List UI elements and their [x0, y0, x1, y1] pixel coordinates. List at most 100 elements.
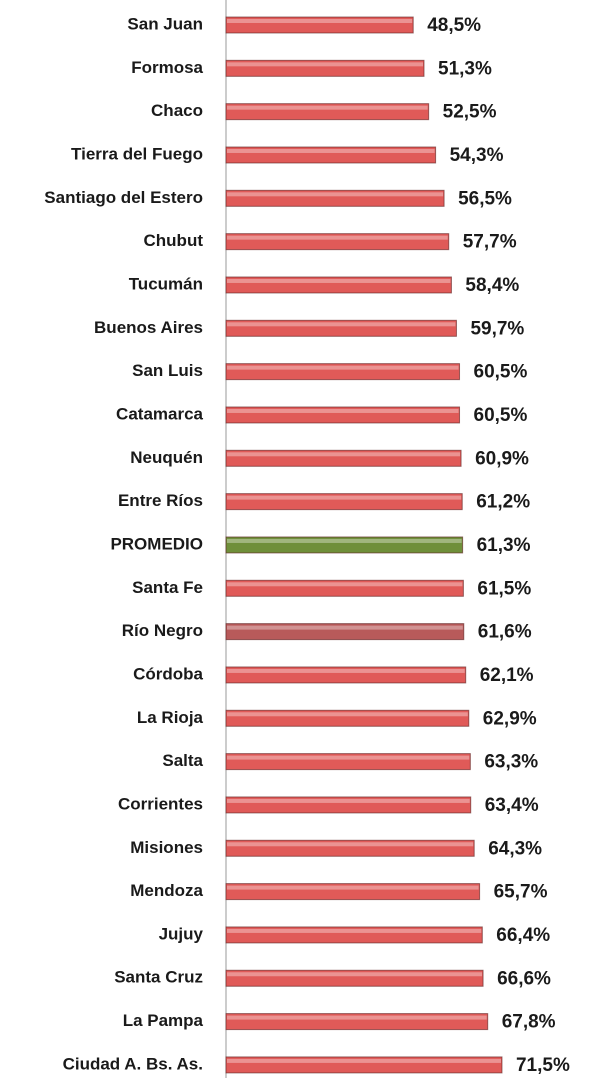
bar-highlight: [227, 278, 451, 283]
value-label: 58,4%: [465, 275, 519, 296]
category-label: Chubut: [144, 231, 204, 250]
category-label: Buenos Aires: [94, 318, 203, 337]
value-label: 62,9%: [483, 708, 537, 729]
bar-highlight: [227, 582, 463, 587]
category-label: Santa Cruz: [114, 968, 203, 987]
category-label: Mendoza: [130, 881, 203, 900]
bar-highlight: [227, 712, 468, 717]
value-label: 61,3%: [477, 535, 531, 556]
bar: [225, 709, 470, 727]
bar-highlight: [227, 842, 474, 847]
bar-highlight: [227, 625, 463, 630]
bar-highlight: [227, 885, 479, 890]
bar: [225, 883, 481, 901]
bar: [225, 623, 465, 641]
bar: [225, 926, 483, 944]
bar: [225, 449, 462, 467]
bar-highlight: [227, 452, 461, 457]
value-label: 51,3%: [438, 58, 492, 79]
value-label: 66,6%: [497, 968, 551, 989]
value-label: 59,7%: [470, 318, 524, 339]
bar-highlight: [227, 798, 470, 803]
bar-highlight: [227, 192, 444, 197]
bar: [225, 666, 467, 684]
bar-highlight: [227, 928, 482, 933]
category-label: La Rioja: [137, 708, 204, 727]
bar: [225, 969, 484, 987]
bar-highlight: [227, 235, 448, 240]
category-label: Jujuy: [159, 924, 204, 943]
value-label: 57,7%: [463, 232, 517, 253]
bar: [225, 146, 437, 164]
bar: [225, 189, 445, 207]
value-label: 61,5%: [477, 578, 531, 599]
bar-highlight: [227, 1058, 501, 1063]
value-label: 66,4%: [496, 925, 550, 946]
value-label: 48,5%: [427, 15, 481, 36]
bar: [225, 753, 471, 771]
category-label: Misiones: [130, 838, 203, 857]
bar-highlight: [227, 365, 459, 370]
bar-highlight: [227, 19, 413, 23]
value-label: 60,9%: [475, 448, 529, 469]
bar: [225, 103, 430, 121]
bar: [225, 579, 464, 597]
category-label: Santiago del Estero: [44, 188, 203, 207]
bar-highlight: [227, 148, 435, 153]
bar: [225, 233, 450, 251]
value-label: 63,4%: [485, 795, 539, 816]
category-label: Río Negro: [122, 621, 203, 640]
value-label: 54,3%: [450, 145, 504, 166]
category-label: San Juan: [127, 14, 203, 33]
bar-highlight: [227, 972, 483, 977]
bar-highlight: [227, 668, 465, 673]
bar-highlight: [227, 62, 424, 67]
category-label: Entre Ríos: [118, 491, 203, 510]
category-label: Formosa: [131, 58, 203, 77]
bar-highlight: [227, 322, 456, 327]
value-label: 65,7%: [494, 882, 548, 903]
bar: [225, 493, 463, 511]
category-label: Neuquén: [130, 448, 203, 467]
bar: [225, 16, 414, 34]
bar: [225, 276, 452, 294]
bar-highlight: [227, 408, 459, 413]
category-label: Córdoba: [133, 664, 203, 683]
bar: [225, 536, 464, 554]
value-label: 64,3%: [488, 838, 542, 859]
category-label: La Pampa: [123, 1011, 204, 1030]
category-label: PROMEDIO: [110, 534, 203, 553]
category-label: Tucumán: [129, 274, 203, 293]
bar: [225, 1056, 503, 1074]
value-label: 52,5%: [443, 102, 497, 123]
bar: [225, 59, 425, 77]
category-label: Chaco: [151, 101, 203, 120]
value-label: 71,5%: [516, 1055, 570, 1076]
value-label: 60,5%: [474, 362, 528, 383]
value-label: 67,8%: [502, 1012, 556, 1033]
category-label: Santa Fe: [132, 578, 203, 597]
value-label: 61,2%: [476, 492, 530, 513]
category-label: Salta: [162, 751, 203, 770]
bar-highlight: [227, 1015, 487, 1020]
value-label: 56,5%: [458, 188, 512, 209]
category-label: Corrientes: [118, 794, 203, 813]
bar-highlight: [227, 105, 428, 110]
category-label: Ciudad A. Bs. As.: [63, 1054, 203, 1073]
bar: [225, 363, 461, 381]
value-label: 60,5%: [474, 405, 528, 426]
value-label: 61,6%: [478, 622, 532, 643]
category-label: San Luis: [132, 361, 203, 380]
bar: [225, 796, 472, 814]
category-label: Catamarca: [116, 404, 203, 423]
value-label: 62,1%: [480, 665, 534, 686]
bar: [225, 319, 457, 337]
bar-highlight: [227, 755, 470, 760]
bar: [225, 406, 461, 424]
value-label: 63,3%: [484, 752, 538, 773]
bar: [225, 839, 475, 857]
bar-highlight: [227, 495, 462, 500]
bar: [225, 1013, 489, 1031]
bar-highlight: [227, 538, 462, 543]
